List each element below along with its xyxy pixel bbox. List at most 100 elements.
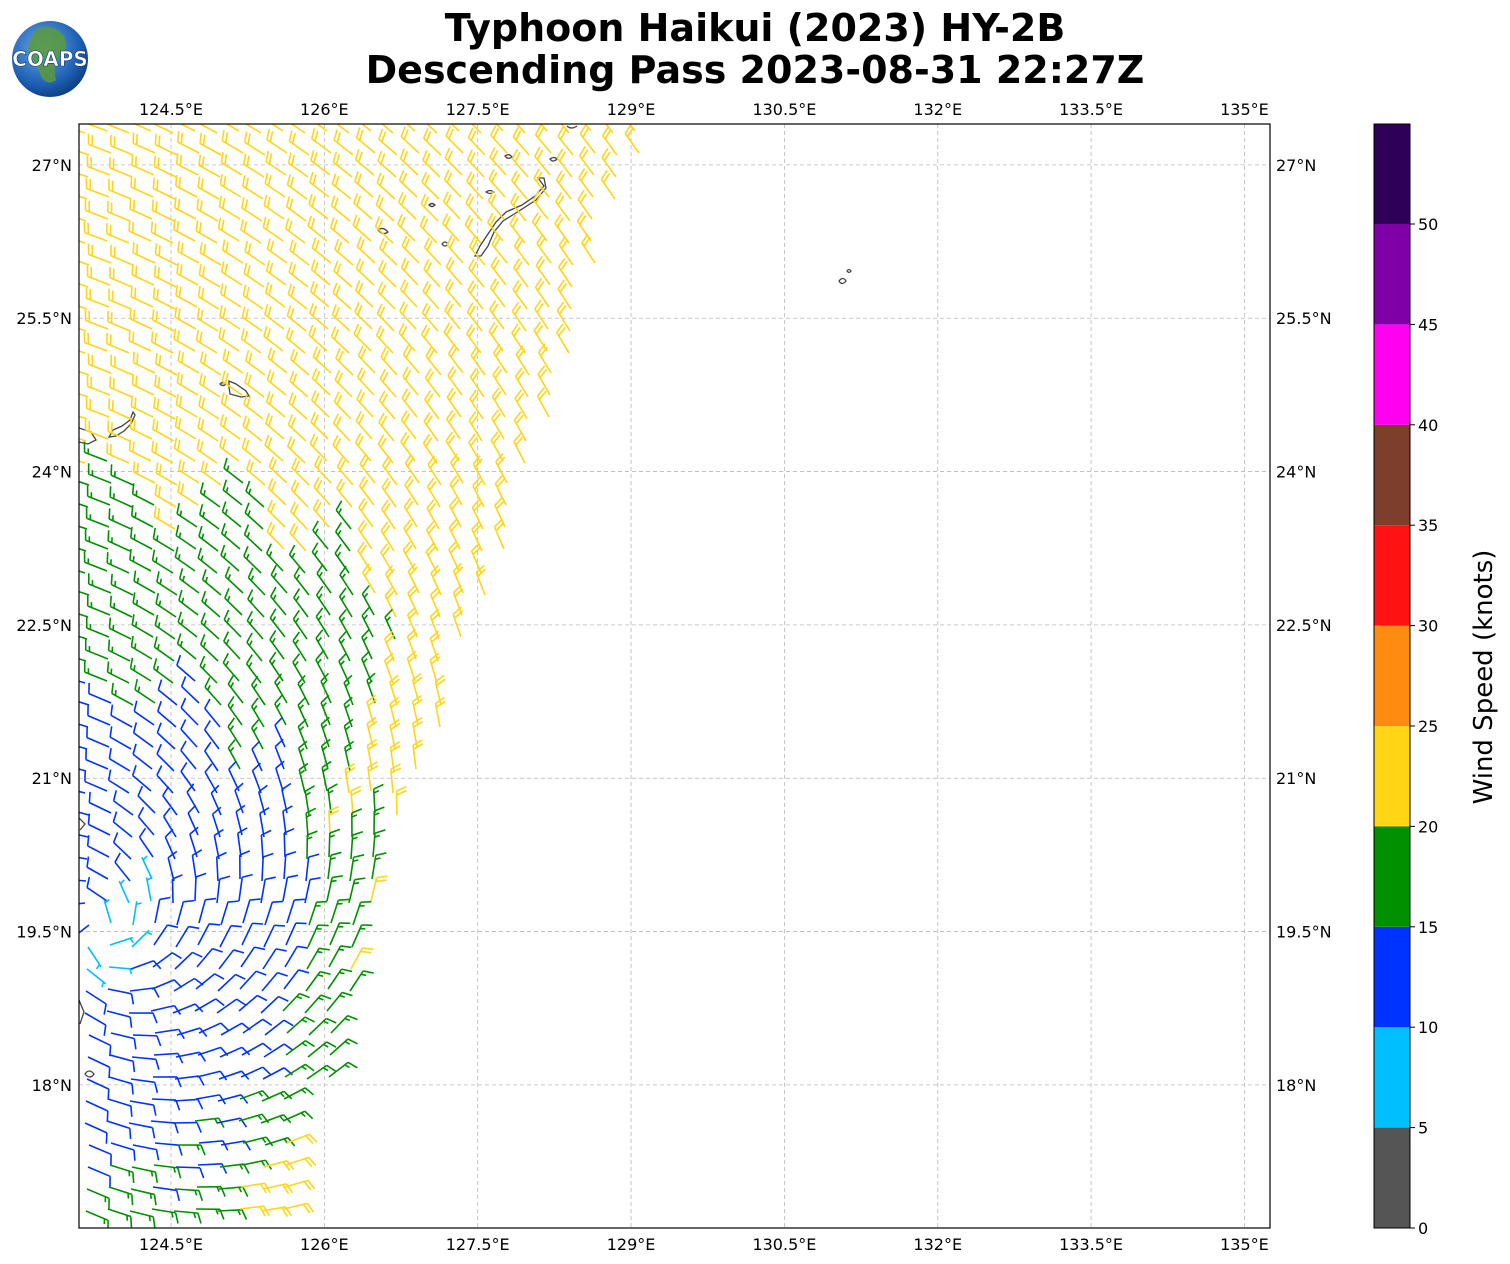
wind-barb — [353, 323, 372, 352]
barb-full-flag — [176, 633, 182, 644]
barb-half-flag — [225, 487, 229, 493]
barb-full-flag — [513, 411, 522, 421]
barb-shaft — [162, 795, 178, 816]
wind-barb — [444, 147, 463, 176]
lon-tick-bottom: 130.5°E — [752, 1235, 816, 1254]
barb-full-flag — [378, 128, 384, 140]
barb-half-flag — [258, 1091, 263, 1097]
barb-full-flag — [157, 508, 161, 519]
barb-full-flag — [130, 635, 134, 647]
barb-full-flag — [534, 299, 542, 310]
wind-barb — [286, 1133, 318, 1145]
barb-full-flag — [382, 546, 391, 557]
wind-barb — [402, 541, 416, 572]
wind-barb — [219, 924, 242, 948]
barb-full-flag — [65, 446, 66, 457]
barb-full-flag — [430, 586, 439, 596]
barb-full-flag — [406, 478, 414, 489]
barb-full-flag — [259, 807, 270, 815]
barb-full-flag — [396, 790, 407, 796]
barb-full-flag — [200, 309, 204, 321]
barb-full-flag — [288, 261, 293, 273]
wind-barb — [420, 324, 438, 354]
wind-barb — [194, 998, 225, 1012]
barb-full-flag — [400, 257, 407, 268]
wind-barb — [88, 791, 112, 814]
wind-barb — [261, 1090, 293, 1102]
wind-barb — [79, 745, 88, 750]
barb-full-flag — [189, 826, 199, 835]
barb-full-flag — [413, 698, 423, 707]
barb-shaft — [79, 503, 89, 508]
barb-half-flag — [314, 550, 319, 556]
lat-tick-left: 22.5°N — [16, 616, 72, 635]
barb-shaft — [85, 1210, 109, 1222]
barb-shaft — [283, 1202, 308, 1210]
wind-barb — [326, 875, 343, 902]
wind-barb — [106, 442, 130, 464]
barb-full-flag — [579, 193, 587, 204]
wind-barb — [131, 264, 155, 286]
barb-half-flag — [323, 1020, 329, 1025]
wind-barb — [397, 213, 416, 242]
wind-barb — [389, 674, 400, 706]
barb-full-flag — [283, 827, 295, 834]
barb-full-flag — [154, 1171, 159, 1183]
wind-barb — [130, 505, 154, 528]
barb-full-flag — [403, 413, 411, 424]
colorbar-tick-label: 10 — [1418, 1018, 1438, 1037]
barb-full-flag — [377, 281, 384, 293]
wind-barb — [465, 193, 483, 222]
barb-full-flag — [310, 149, 315, 161]
barb-full-flag — [351, 808, 363, 814]
wind-barb — [315, 629, 329, 660]
barb-shaft — [234, 790, 244, 814]
barb-full-flag — [381, 240, 388, 252]
barb-shaft — [241, 1042, 264, 1056]
wind-barb — [534, 299, 549, 330]
wind-barb — [107, 530, 131, 552]
wind-barb — [180, 719, 198, 748]
barb-full-flag — [399, 301, 406, 312]
barb-full-flag — [509, 105, 514, 115]
barb-full-flag — [275, 760, 285, 769]
barb-shaft — [137, 816, 155, 836]
lon-tick-bottom: 135°E — [1220, 1235, 1269, 1254]
barb-full-flag — [382, 371, 389, 383]
barb-half-flag — [294, 660, 299, 667]
barb-full-flag — [379, 238, 385, 249]
barb-half-flag — [226, 617, 230, 624]
wind-barb — [110, 573, 134, 596]
lon-tick-top: 129°E — [607, 100, 656, 119]
wind-barb — [129, 526, 153, 550]
barb-full-flag — [132, 1172, 135, 1184]
barb-full-flag — [285, 196, 291, 208]
wind-barb — [108, 1186, 134, 1206]
barb-half-flag — [203, 620, 207, 626]
wind-barb — [227, 695, 243, 726]
barb-full-flag — [223, 631, 230, 642]
wind-barb — [177, 611, 198, 638]
barb-full-flag — [236, 998, 247, 1006]
barb-half-flag — [257, 1114, 263, 1121]
wind-barb — [578, 146, 595, 176]
barb-full-flag — [559, 151, 566, 162]
barb-full-flag — [265, 218, 270, 230]
wind-barb — [489, 147, 507, 176]
wind-barb — [236, 827, 248, 858]
barb-half-flag — [340, 638, 346, 644]
barb-full-flag — [359, 544, 367, 555]
barb-shaft — [109, 736, 132, 750]
wind-barb — [141, 855, 153, 880]
barb-shaft — [88, 823, 111, 836]
barb-full-flag — [219, 173, 223, 185]
barb-full-flag — [272, 900, 284, 903]
wind-barb — [329, 922, 351, 946]
barb-full-flag — [404, 475, 412, 486]
wind-barb — [311, 237, 332, 264]
barb-shaft — [157, 710, 177, 728]
barb-full-flag — [381, 477, 389, 488]
barb-full-flag — [247, 243, 252, 254]
barb-shaft — [79, 834, 89, 838]
barb-full-flag — [427, 371, 435, 382]
